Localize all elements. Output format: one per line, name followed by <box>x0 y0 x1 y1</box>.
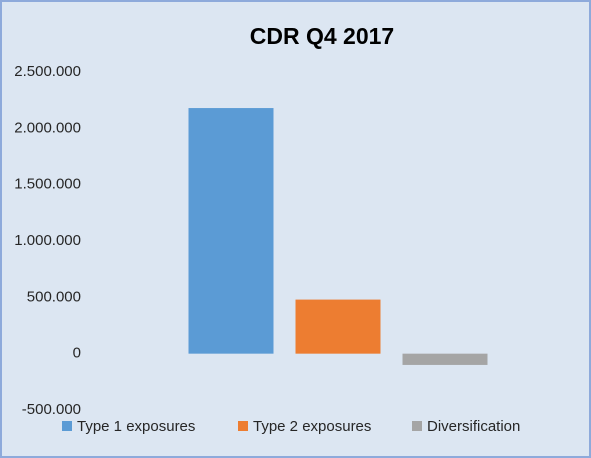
y-tick-label: -500.000 <box>22 401 81 418</box>
y-tick-label: 1.500.000 <box>14 176 81 193</box>
y-tick-label: 2.500.000 <box>14 63 81 80</box>
bar <box>402 353 488 365</box>
legend-swatch <box>412 421 422 431</box>
y-tick-label: 1.000.000 <box>14 232 81 249</box>
legend-swatch <box>62 421 72 431</box>
y-tick-label: 2.000.000 <box>14 119 81 136</box>
legend-label: Type 1 exposures <box>77 418 195 435</box>
y-tick-label: 0 <box>73 345 81 362</box>
legend-label: Type 2 exposures <box>253 418 371 435</box>
legend-label: Diversification <box>427 418 520 435</box>
legend-swatch <box>238 421 248 431</box>
bar <box>188 108 274 354</box>
bar <box>295 299 381 354</box>
chart-title: CDR Q4 2017 <box>250 23 394 49</box>
y-tick-label: 500.000 <box>27 288 81 305</box>
